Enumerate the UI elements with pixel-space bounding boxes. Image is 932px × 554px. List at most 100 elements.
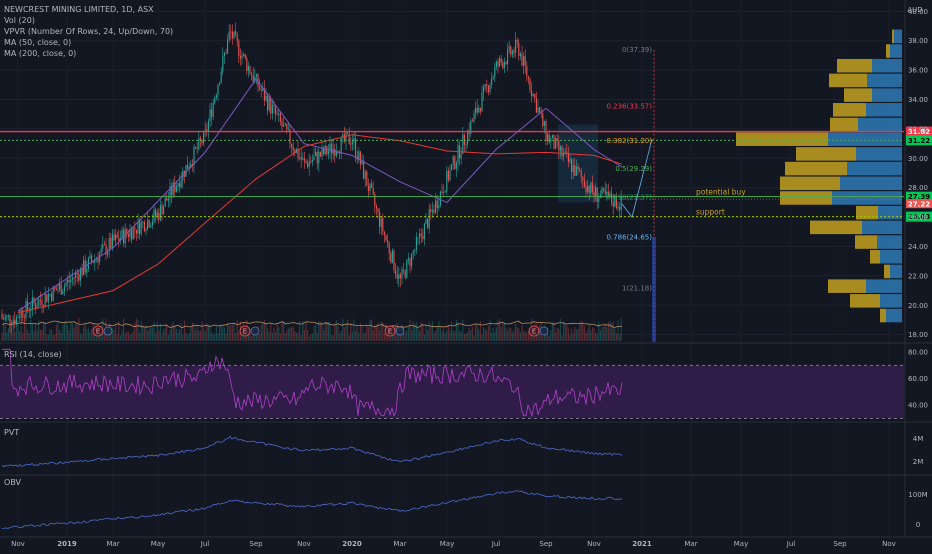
fib-382-line-badge [906,135,932,146]
fibonacci-levels: 0(37.39) 0.236(33.57) 0.382(31.20) 0.5(29.2… [606,46,656,342]
candle-body [519,53,521,56]
earnings-marker [239,325,251,337]
candle-body [311,159,313,162]
volume-bar [30,319,32,341]
volume-bar [500,327,502,341]
price-axis[interactable]: 40.00 38.00 36.00 34.00 32.00 30.00 28.00 26.00… [908,8,928,529]
candle-body [510,46,512,55]
candle-body [262,88,264,91]
candle-body [286,123,288,130]
candle-body [207,120,209,132]
volume-bar [241,335,243,341]
volume-bar [204,331,206,341]
candle-body [140,222,142,235]
candle-body [611,193,613,203]
candle-body [211,109,213,117]
candle-body [553,135,555,149]
vp-row-down [736,132,828,146]
candle-body [222,55,224,72]
fib-label: 0.5(29.29) [615,165,652,173]
fib-label: 0.236(33.57) [606,102,652,110]
candle-body [11,324,13,326]
pvt-label[interactable]: PVT [4,428,19,437]
volume-bar [107,332,109,341]
volume-bar [51,329,53,341]
volume-bar [519,332,521,341]
indicator-vpvr[interactable]: VPVR (Number Of Rows, 24, Up/Down, 70) [4,27,173,36]
volume-bar [46,334,48,341]
obv-label[interactable]: OBV [4,478,22,487]
candle-body [129,229,131,238]
volume-bar [65,322,67,341]
candle-body [492,76,494,79]
candle-body [419,233,421,238]
earnings-marker [384,325,396,337]
time-axis[interactable]: Nov 2019 Mar May Jul Sep Nov 2020 Mar May Jul Sep No… [11,540,896,548]
volume-bar [351,331,353,341]
candle-body [111,234,113,248]
candle-body [273,105,275,107]
volume-bar [491,332,493,341]
volume-bar [406,330,408,341]
volume-bar [91,328,93,341]
volume-bar [145,325,147,341]
volume-bar [297,332,299,341]
volume-bar [470,330,472,341]
vp-row-up [877,235,902,249]
candle-body [219,82,221,85]
indicator-ma200[interactable]: MA (200, close, 0) [4,49,76,58]
candle-body [107,250,109,255]
volume-bar [414,324,416,341]
candle-body [329,143,331,152]
volume-bar [588,324,590,341]
candle-body [145,229,147,232]
candle-body [395,270,397,275]
volume-bar [460,332,462,341]
volume-bar [313,325,315,341]
volume-bar [377,322,379,341]
candle-body [188,167,190,169]
volume-bar [291,327,293,341]
volume-bar [609,320,611,341]
volume-bar [587,329,589,341]
candle-body [383,231,385,235]
volume-bar [583,325,585,341]
volume-bar [6,332,8,341]
candle-body [596,187,598,202]
candle-body [169,186,171,199]
indicator-vol[interactable]: Vol (20) [4,16,35,25]
candle-body [177,183,179,187]
rsi-label[interactable]: RSI (14, close) [4,350,62,359]
candle-body [595,187,597,197]
indicator-ma50[interactable]: MA (50, close, 0) [4,38,71,47]
price-tick-label: 28.00 [908,184,928,192]
volume-bar [52,334,54,341]
volume-bar [545,332,547,341]
candle-body [59,284,61,290]
volume-bar [116,333,118,341]
obv-tick-label: 100M [908,491,927,499]
candle-body [147,220,149,230]
volume-bar [81,334,83,341]
candle-body [487,85,489,93]
time-tick-label: Mar [106,540,119,548]
volume-bar [255,332,257,341]
volume-bar [231,324,233,341]
volume-bar [95,335,97,341]
candle-body [7,315,9,317]
volume-bar [579,322,581,341]
time-tick-label: May [440,540,454,548]
volume-bar [292,326,294,341]
candle-body [267,95,269,111]
volume-bar [462,320,464,341]
candle-body [561,146,563,157]
volume-bar [219,324,221,341]
volume-bar [287,328,289,341]
volume-bar [326,322,328,341]
time-tick-label: Nov [587,540,601,548]
volume-bar [331,334,333,341]
candle-body [479,107,481,112]
volume-bar [155,332,157,341]
